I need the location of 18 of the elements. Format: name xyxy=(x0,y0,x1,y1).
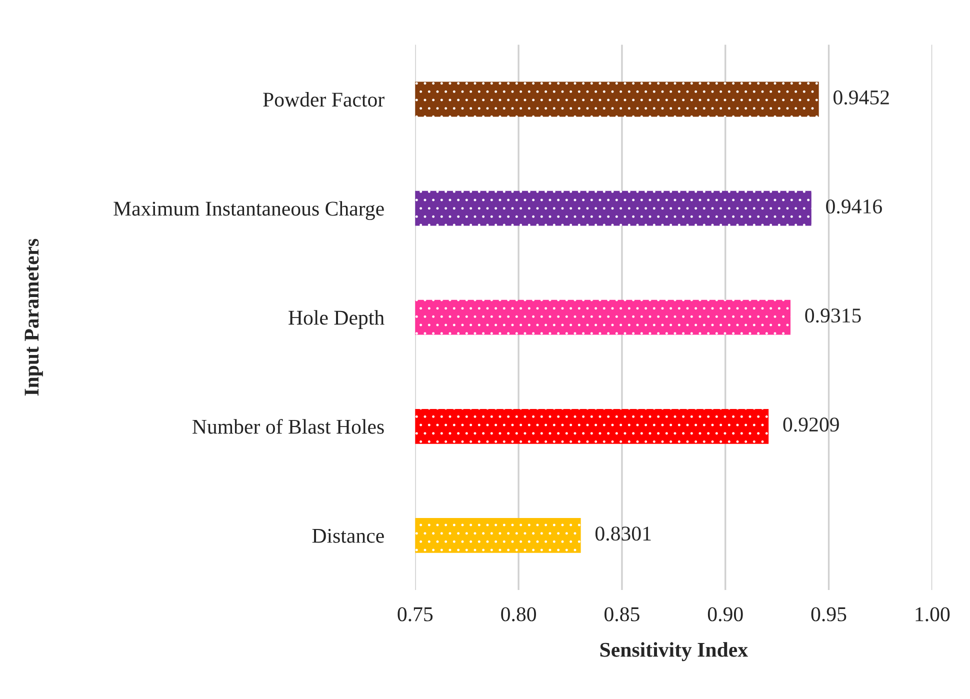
y-tick-label: Number of Blast Holes xyxy=(192,418,384,434)
y-tick-label: Powder Factor xyxy=(263,92,384,107)
y-axis-title: Input Parameters xyxy=(24,238,43,396)
data-label: 0.8301 xyxy=(595,526,651,541)
data-label: 0.9416 xyxy=(826,199,882,214)
y-tick-label: Distance xyxy=(312,528,384,543)
x-tick-label: 0.90 xyxy=(708,607,743,622)
x-axis-title: Sensitivity Index xyxy=(600,642,748,662)
x-tick-label: 0.85 xyxy=(604,607,640,622)
x-tick-label: 1.00 xyxy=(916,607,950,622)
data-label: 0.9209 xyxy=(783,418,839,432)
data-label: 0.9452 xyxy=(834,90,889,105)
data-label: 0.9315 xyxy=(805,308,861,323)
x-tick-label: 0.75 xyxy=(398,607,433,622)
y-tick-label: Hole Depth xyxy=(288,310,384,330)
y-tick-label: Maximum Instantaneous Charge xyxy=(114,201,384,220)
x-tick-label: 0.80 xyxy=(501,607,536,622)
x-tick-label: 0.95 xyxy=(811,607,846,622)
